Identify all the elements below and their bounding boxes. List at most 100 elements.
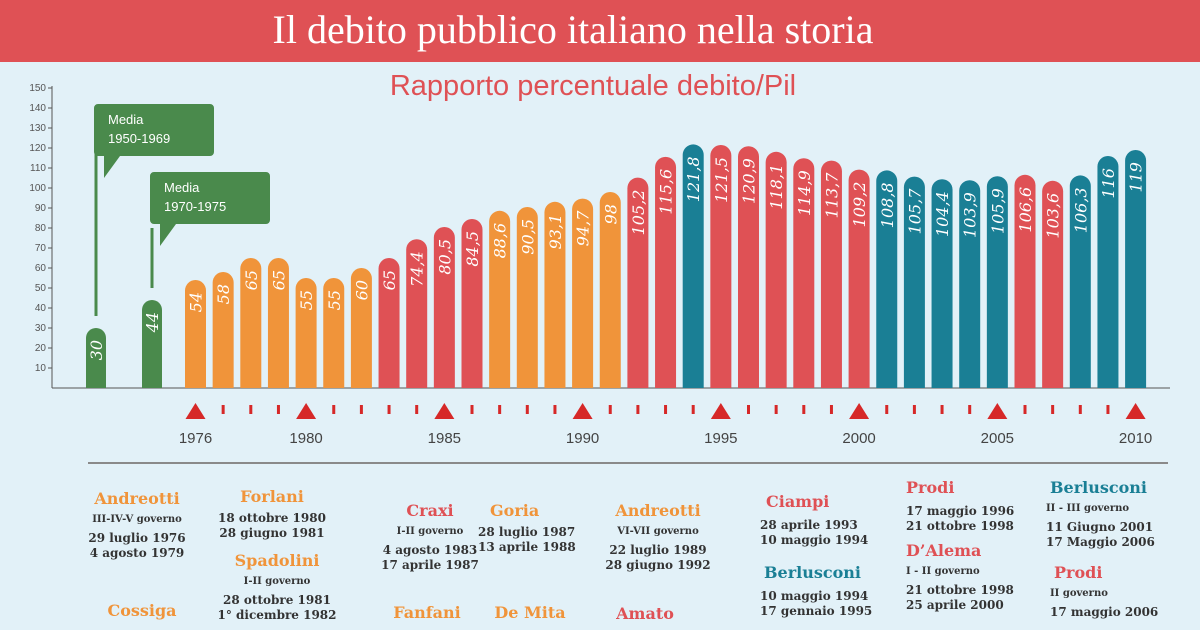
year-marker-tick: [249, 405, 253, 414]
cabinet-berlusconi-2: Berlusconi II - III governo 11 Giugno 20…: [1046, 477, 1186, 550]
year-marker-triangle: [1125, 403, 1146, 419]
year-marker-tick: [276, 405, 280, 414]
year-marker-triangle: [849, 403, 870, 419]
cabinet-from: 29 luglio 1976: [88, 531, 186, 545]
bar-value-label: 103,9: [961, 192, 980, 238]
year-marker-triangle: [434, 403, 455, 419]
cabinet-name: Cossiga: [107, 601, 177, 620]
cabinet-to: 10 maggio 1994: [760, 533, 869, 547]
bar-1983: [378, 258, 400, 388]
bar-2005: [986, 176, 1008, 388]
callout-line1: Media: [164, 180, 200, 195]
cabinet-name: Craxi: [406, 501, 454, 520]
bar-value-label: 120,9: [740, 158, 759, 204]
bar-value-label: 113,7: [822, 172, 841, 219]
cabinet-name: Goria: [490, 501, 540, 520]
bar-value-label: 58: [214, 284, 233, 304]
year-marker-tick: [221, 405, 225, 414]
year-marker-triangle: [987, 403, 1008, 419]
cabinet-name: D’Alema: [906, 541, 982, 560]
year-marker-triangle: [710, 403, 731, 419]
cabinet-from: 17 maggio 1996: [906, 504, 1015, 518]
year-marker-triangle: [185, 403, 206, 419]
cabinet-to: 28 giugno 1992: [605, 558, 711, 572]
bar-value-label: 65: [269, 270, 288, 290]
bar-1987: [489, 210, 511, 388]
bar-value-label: 116: [1099, 168, 1118, 199]
bar-1997: [765, 151, 787, 388]
bar-value-label: 55: [297, 290, 316, 310]
year-label: 2005: [981, 430, 1014, 447]
year-marker-tick: [1106, 405, 1110, 414]
chart-subtitle: Rapporto percentuale debito/Pil: [389, 70, 797, 102]
cabinet-to: 28 giugno 1981: [219, 526, 325, 540]
bar-value-label: 106,6: [1016, 187, 1035, 233]
bar-value-label: 105,2: [629, 190, 648, 236]
cabinet-name: Prodi: [1054, 563, 1103, 582]
year-marker-tick: [885, 405, 889, 414]
year-marker-tick: [470, 405, 474, 414]
cabinet-from: 28 luglio 1987: [478, 525, 576, 539]
year-marker-tick: [829, 405, 833, 414]
bar-1993: [655, 156, 677, 388]
bar-1979: [267, 258, 289, 388]
bar-1999: [820, 160, 842, 388]
bar-1998: [793, 158, 815, 388]
cabinet-to: 17 Maggio 2006: [1046, 535, 1155, 549]
cabinet-name: De Mita: [494, 603, 566, 622]
cabinet-name: Berlusconi: [764, 563, 861, 582]
year-label: 1976: [179, 430, 212, 447]
bar-2002: [903, 176, 925, 388]
year-marker-triangle: [572, 403, 593, 419]
bar-value-label: 30: [87, 340, 106, 360]
cabinet-from: 11 Giugno 2001: [1046, 520, 1154, 534]
bar-value-label: 54: [187, 292, 206, 312]
bar-2003: [931, 179, 953, 388]
bar-1977: [212, 272, 234, 388]
debt-chart: 10 20 30 40 50 60 70 80 90 100 110 120 130 140 150 Medi…: [29, 83, 1170, 447]
y-tick-label: 50: [35, 283, 47, 294]
bar-2001: [876, 170, 898, 388]
year-marker-tick: [415, 405, 419, 414]
average-callout: [150, 172, 270, 246]
cabinet-name: Spadolini: [234, 551, 320, 570]
bar-value-label: 94,7: [574, 210, 593, 246]
year-marker-tick: [912, 405, 916, 414]
callout-line1: Media: [108, 112, 144, 127]
cabinet-de-mita: De Mita: [480, 602, 580, 624]
year-marker-tick: [387, 405, 391, 414]
bar-1990: [572, 198, 594, 388]
bar-value-label: 118,1: [767, 164, 786, 210]
y-tick-label: 10: [35, 363, 47, 374]
y-tick-label: 60: [35, 263, 47, 274]
bar-2008: [1069, 175, 1091, 388]
year-label: 1990: [566, 430, 599, 447]
bar-value-label: 103,6: [1044, 193, 1063, 239]
year-marker-tick: [774, 405, 778, 414]
cabinet-andreotti-2: Andreotti VI-VII governo 22 luglio 1989 …: [598, 500, 718, 573]
bar-value-label: 108,8: [878, 182, 897, 228]
y-tick-label: 150: [29, 83, 46, 94]
bar-value-label: 65: [242, 270, 261, 290]
cabinet-to: 1° dicembre 1982: [217, 608, 337, 622]
year-marker-tick: [525, 405, 529, 414]
year-label: 2010: [1119, 430, 1152, 447]
year-label: 1995: [704, 430, 737, 447]
cabinet-gov: I - II governo: [906, 566, 980, 577]
cabinet-gov: I-II governo: [396, 526, 464, 537]
y-tick-label: 120: [29, 143, 46, 154]
cabinet-forlani: Forlani 18 ottobre 1980 28 giugno 1981: [202, 486, 342, 541]
year-marker-tick: [636, 405, 640, 414]
cabinet-from: 28 aprile 1993: [760, 518, 858, 532]
y-tick-label: 90: [35, 203, 47, 214]
cabinet-fanfani: Fanfani: [362, 602, 492, 624]
callout-line2: 1970-1975: [164, 199, 226, 214]
bar-value-label: 105,7: [905, 188, 924, 235]
bar-value-label: 93,1: [546, 214, 565, 250]
bar-value-label: 44: [143, 312, 162, 333]
bar-value-label: 80,5: [435, 239, 454, 275]
bar-value-label: 60: [352, 280, 371, 300]
bar-2004: [959, 180, 981, 388]
callout-line2: 1950-1969: [108, 131, 170, 146]
bar-value-label: 106,3: [1071, 187, 1090, 233]
